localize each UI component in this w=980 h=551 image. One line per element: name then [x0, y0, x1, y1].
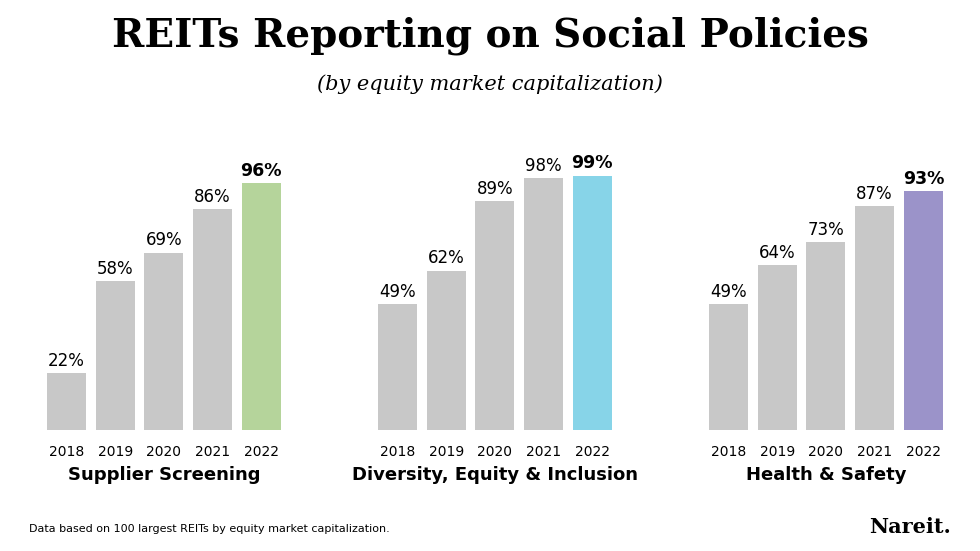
Bar	[378, 304, 417, 430]
Bar	[475, 201, 514, 430]
Text: 89%: 89%	[476, 180, 514, 198]
Text: 99%: 99%	[571, 154, 613, 172]
Bar	[47, 373, 86, 430]
Text: 2022: 2022	[906, 445, 941, 459]
Text: Diversity, Equity & Inclusion: Diversity, Equity & Inclusion	[352, 466, 638, 484]
Bar	[193, 209, 232, 430]
Text: 2021: 2021	[195, 445, 230, 459]
Bar	[242, 183, 280, 430]
Bar	[144, 252, 183, 430]
Text: 22%: 22%	[48, 352, 85, 370]
Text: 2019: 2019	[428, 445, 464, 459]
Text: 2018: 2018	[710, 445, 746, 459]
Text: 2022: 2022	[575, 445, 610, 459]
Bar	[710, 304, 748, 430]
Bar	[807, 242, 846, 430]
Text: 98%: 98%	[525, 157, 562, 175]
Text: 86%: 86%	[194, 188, 231, 206]
Text: Supplier Screening: Supplier Screening	[68, 466, 260, 484]
Text: Health & Safety: Health & Safety	[746, 466, 906, 484]
Text: 96%: 96%	[240, 162, 282, 180]
Bar	[524, 178, 564, 430]
Text: 2022: 2022	[244, 445, 278, 459]
Bar	[904, 191, 943, 430]
Text: 87%: 87%	[857, 185, 893, 203]
Text: 2020: 2020	[477, 445, 513, 459]
Text: 2021: 2021	[526, 445, 562, 459]
Text: 2018: 2018	[49, 445, 84, 459]
Text: 49%: 49%	[710, 283, 747, 301]
Text: 2021: 2021	[858, 445, 892, 459]
Bar	[572, 176, 612, 430]
Text: 93%: 93%	[903, 170, 944, 188]
Text: 69%: 69%	[145, 231, 182, 250]
Bar	[426, 271, 466, 430]
Bar	[856, 206, 894, 430]
Bar	[96, 281, 134, 430]
Text: REITs Reporting on Social Policies: REITs Reporting on Social Policies	[112, 17, 868, 55]
Text: 2020: 2020	[146, 445, 181, 459]
Text: 2018: 2018	[380, 445, 416, 459]
Text: 2019: 2019	[760, 445, 795, 459]
Text: (by equity market capitalization): (by equity market capitalization)	[318, 74, 662, 94]
Text: 58%: 58%	[97, 260, 133, 278]
Text: 2020: 2020	[808, 445, 844, 459]
Text: 62%: 62%	[428, 250, 465, 267]
Bar	[758, 266, 797, 430]
Text: 49%: 49%	[379, 283, 416, 301]
Text: 73%: 73%	[808, 221, 845, 239]
Text: Data based on 100 largest REITs by equity market capitalization.: Data based on 100 largest REITs by equit…	[29, 525, 390, 534]
Text: 64%: 64%	[759, 244, 796, 262]
Text: Nareit.: Nareit.	[868, 517, 951, 537]
Text: 2019: 2019	[98, 445, 132, 459]
